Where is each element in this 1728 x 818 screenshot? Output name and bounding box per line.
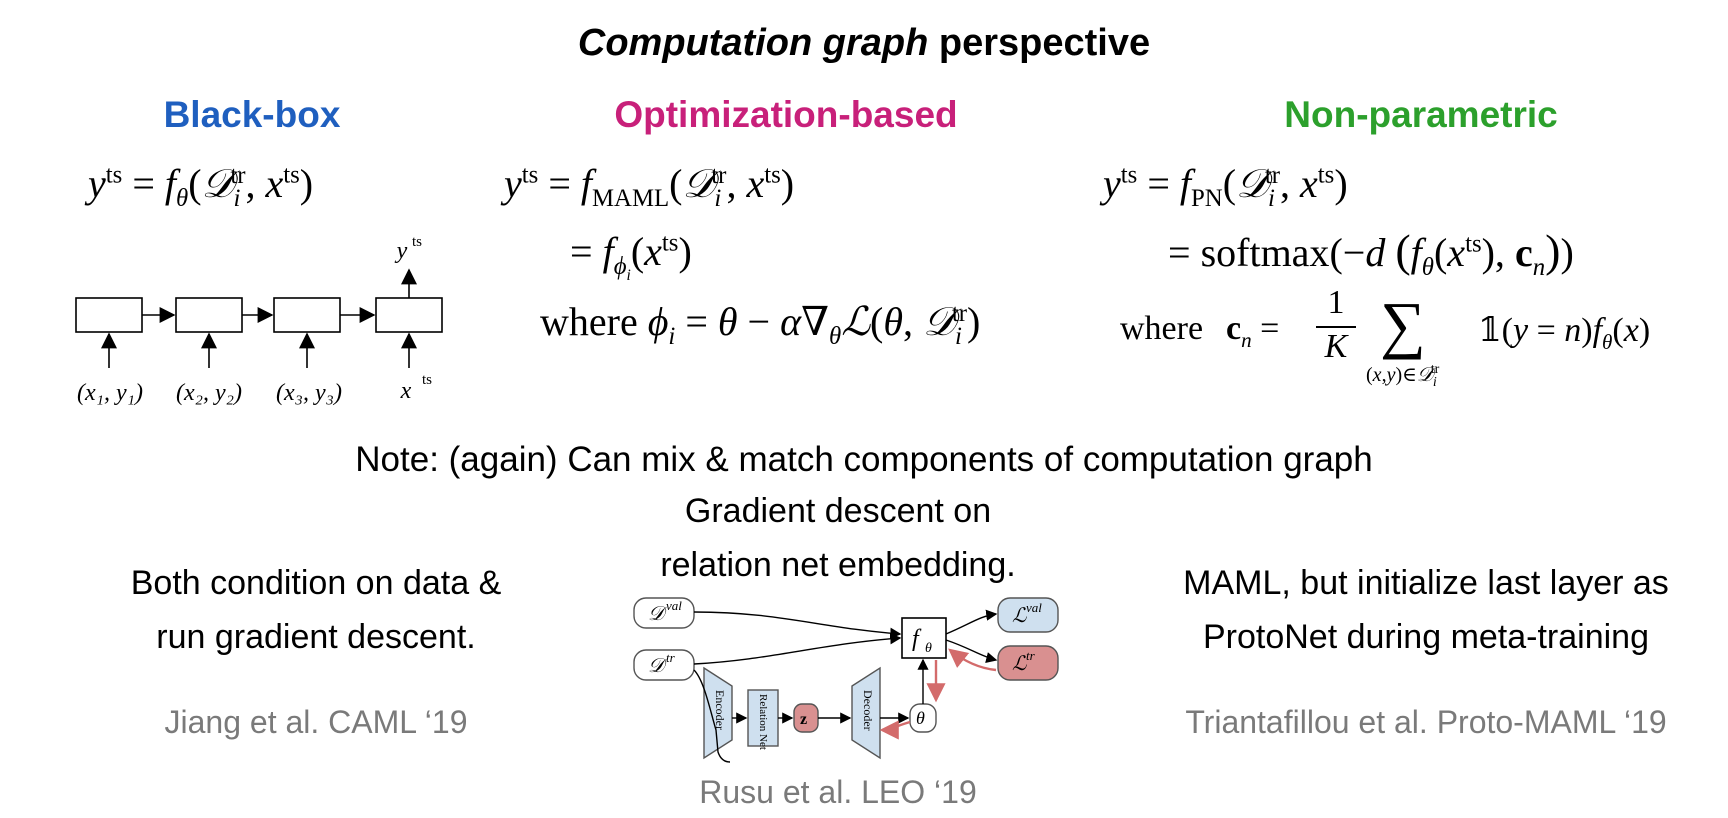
encoder-block xyxy=(703,666,733,760)
middle-citation: Rusu et al. LEO ‘19 xyxy=(699,774,977,810)
output-label: y xyxy=(395,238,408,264)
optimization-equation-3: where ϕi = θ − α∇θℒ(θ, 𝒟itr) xyxy=(540,299,981,350)
heading-optimization-based: Optimization-based xyxy=(614,94,958,135)
input-label-4-sup: ts xyxy=(422,372,432,388)
leo-diagram: 𝒟 val 𝒟 tr f θ ℒ val ℒ tr Encoder Relati… xyxy=(633,597,1059,763)
output-label-sup: ts xyxy=(412,234,422,250)
slide-title-italic: Computation graph xyxy=(577,22,929,64)
svg-text:𝒟: 𝒟 xyxy=(648,603,668,625)
left-description-line-1: Both condition on data & xyxy=(130,564,502,602)
decoder-label: Decoder xyxy=(861,690,875,731)
relation-net-block xyxy=(747,689,779,747)
slide-title-rest: perspective xyxy=(938,22,1151,64)
f-theta-node xyxy=(901,617,947,659)
rnn-cell-3 xyxy=(273,297,341,333)
nonparam-softmax: softmax xyxy=(1200,230,1330,275)
encoder-label: Encoder xyxy=(713,690,727,730)
z-label: z xyxy=(800,711,807,728)
nonparam-equation-1: yts = fPN(𝒟itr, xts) xyxy=(1103,161,1348,212)
slide-title: Computation graph perspective xyxy=(578,22,1150,65)
nonparam-equation-2: = softmax(−d (fθ(xts), cn)) xyxy=(1168,225,1574,281)
svg-text:ℒ: ℒ xyxy=(1012,605,1027,627)
svg-text:ℒ: ℒ xyxy=(1012,653,1027,675)
right-description-line-1: MAML, but initialize last layer as xyxy=(1183,564,1669,602)
l-val-label: val xyxy=(1026,600,1042,615)
input-label-1: (x₁, y₁) xyxy=(77,380,143,406)
right-description: MAML, but initialize last layer as Proto… xyxy=(1183,556,1669,664)
right-citation: Triantafillou et al. Proto-MAML ‘19 xyxy=(1185,704,1667,740)
relation-net-label: Relation Net xyxy=(757,694,769,750)
middle-description-line-1: Gradient descent on xyxy=(684,492,992,530)
l-val-node xyxy=(997,597,1059,633)
l-tr-label: tr xyxy=(1026,648,1036,663)
l-tr-node xyxy=(997,645,1059,681)
theta-label: θ xyxy=(916,708,925,728)
optimization-equation-2: = fϕi(xts) xyxy=(570,229,692,284)
input-label-3: (x₃, y₃) xyxy=(276,380,342,406)
right-description-line-2: ProtoNet during meta-training xyxy=(1202,618,1650,656)
decoder-block xyxy=(851,666,881,760)
svg-text:𝒟: 𝒟 xyxy=(648,655,668,677)
heading-non-parametric: Non-parametric xyxy=(1284,94,1558,135)
left-description: Both condition on data & run gradient de… xyxy=(131,556,502,664)
d-val-node xyxy=(633,597,695,629)
d-tr-label: tr xyxy=(666,650,676,665)
input-label-4: x xyxy=(400,378,412,404)
d-tr-node xyxy=(633,649,695,681)
d-val-label: val xyxy=(666,598,682,613)
rnn-cell-4 xyxy=(375,297,443,333)
blackbox-rnn-diagram: (x₁, y₁) (x₂, y₂) (x₃, y₃) x ts y ts xyxy=(75,234,443,406)
input-label-2: (x₂, y₂) xyxy=(176,380,242,406)
heading-black-box: Black-box xyxy=(163,94,341,135)
optimization-equation-1: yts = fMAML(𝒟itr, xts) xyxy=(504,161,795,212)
optimization-where: where xyxy=(540,299,638,344)
nonparam-where: where xyxy=(1120,310,1204,347)
f-theta-sub: θ xyxy=(925,641,932,656)
blackbox-equation: yts = fθ(𝒟itr, xts) xyxy=(88,161,314,212)
left-description-line-2: run gradient descent. xyxy=(156,618,476,656)
note-text: Note: (again) Can mix & match components… xyxy=(355,440,1373,479)
middle-description-line-2: relation net embedding. xyxy=(660,546,1016,584)
svg-text:f: f xyxy=(912,626,922,652)
rnn-cell-2 xyxy=(175,297,243,333)
middle-description: Gradient descent on relation net embeddi… xyxy=(660,484,1015,592)
left-citation: Jiang et al. CAML ‘19 xyxy=(164,704,468,740)
rnn-cell-1 xyxy=(75,297,143,333)
